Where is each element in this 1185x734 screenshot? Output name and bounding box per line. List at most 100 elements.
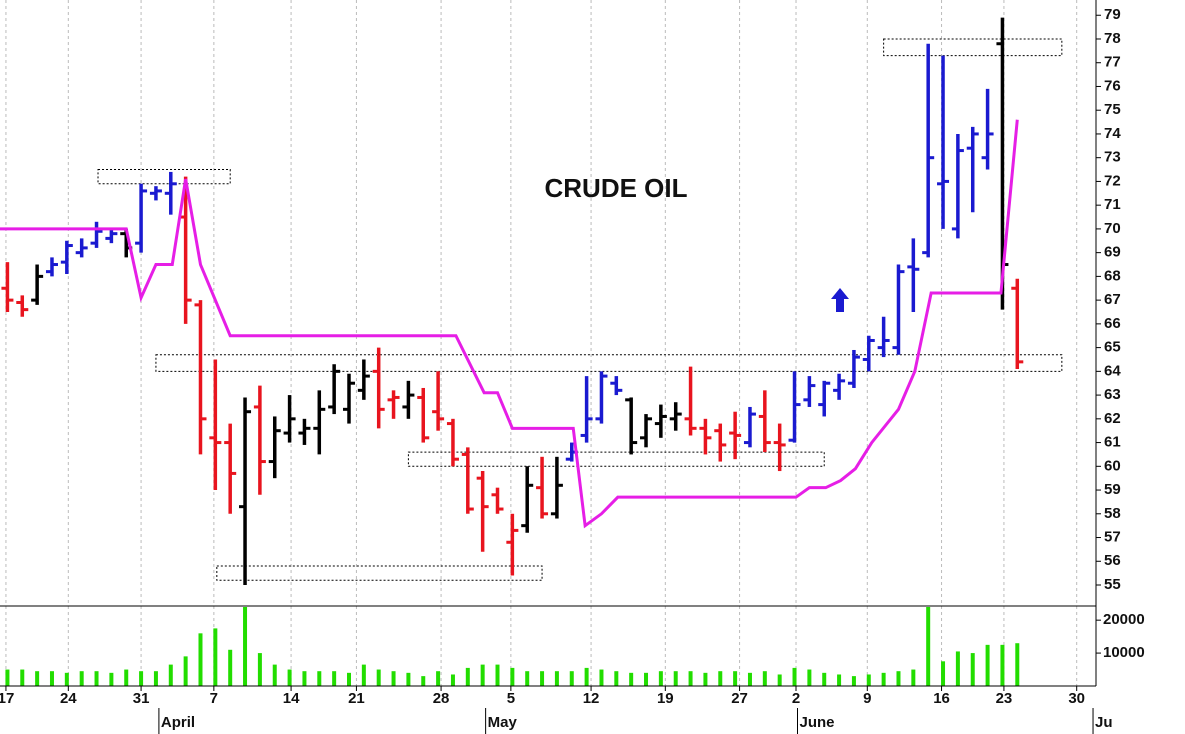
x-tick-label: 5 xyxy=(507,690,515,707)
y-tick-label: 61 xyxy=(1104,434,1121,451)
y-tick-label: 74 xyxy=(1104,125,1121,142)
volume-bar xyxy=(941,661,946,686)
y-tick-label: 58 xyxy=(1104,505,1121,522)
volume-bar xyxy=(450,674,455,686)
chart-title: CRUDE OIL xyxy=(545,173,688,203)
volume-bar xyxy=(777,674,782,686)
x-tick-label: 24 xyxy=(60,690,77,707)
volume-bar xyxy=(361,664,366,686)
volume-bar xyxy=(837,674,842,686)
volume-tick-label: 10000 xyxy=(1103,644,1145,661)
volume-bar xyxy=(406,672,411,686)
month-label: June xyxy=(799,714,834,731)
zone xyxy=(883,38,1063,57)
volume-bar xyxy=(302,671,307,686)
volume-bar xyxy=(198,633,203,686)
zone xyxy=(97,169,231,185)
volume-bars xyxy=(5,607,1020,686)
x-tick-label: 17 xyxy=(0,690,14,707)
volume-bar xyxy=(139,671,144,686)
volume-bar xyxy=(79,671,84,686)
volume-bar xyxy=(124,669,129,686)
volume-bar xyxy=(554,671,559,686)
y-tick-label: 71 xyxy=(1104,196,1121,213)
volume-bar xyxy=(673,671,678,686)
volume-bar xyxy=(153,671,158,686)
volume-bar xyxy=(614,671,619,686)
volume-bar xyxy=(644,672,649,686)
volume-bar xyxy=(332,671,337,686)
x-tick-label: 7 xyxy=(210,690,218,707)
x-tick-label: 14 xyxy=(283,690,300,707)
y-tick-label: 55 xyxy=(1104,576,1121,593)
volume-bar xyxy=(495,664,500,686)
volume-tick-label: 20000 xyxy=(1103,611,1145,628)
volume-bar xyxy=(911,669,916,686)
volume-bar xyxy=(985,644,990,686)
volume-bar xyxy=(866,674,871,686)
volume-bar xyxy=(896,671,901,686)
y-tick-label: 60 xyxy=(1104,457,1121,474)
volume-bar xyxy=(421,676,426,686)
volume-bar xyxy=(183,656,188,686)
volume-bar xyxy=(688,671,693,686)
y-tick-label: 68 xyxy=(1104,267,1121,284)
y-tick-label: 63 xyxy=(1104,386,1121,403)
volume-bar xyxy=(851,676,856,686)
volume-bar xyxy=(822,672,827,686)
x-tick-label: 2 xyxy=(792,690,800,707)
month-label: May xyxy=(488,714,518,731)
trend-line xyxy=(0,119,1019,529)
x-tick-label: 21 xyxy=(348,690,365,707)
y-tick-label: 79 xyxy=(1104,6,1121,23)
y-tick-label: 57 xyxy=(1104,528,1121,545)
volume-bar xyxy=(718,671,723,686)
volume-bar xyxy=(346,672,351,686)
volume-bar xyxy=(20,669,25,686)
y-tick-label: 77 xyxy=(1104,54,1121,71)
volume-bar xyxy=(955,651,960,686)
volume-bar xyxy=(926,607,931,686)
volume-bar xyxy=(792,667,797,686)
volume-bar xyxy=(584,667,589,686)
volume-bar xyxy=(480,664,485,686)
volume-bar xyxy=(391,671,396,686)
volume-bar xyxy=(213,628,218,686)
month-label: Ju xyxy=(1095,714,1113,731)
zone xyxy=(155,354,1063,372)
y-tick-label: 66 xyxy=(1104,315,1121,332)
y-tick-label: 72 xyxy=(1104,172,1121,189)
y-tick-label: 67 xyxy=(1104,291,1121,308)
y-tick-label: 75 xyxy=(1104,101,1121,118)
volume-bar xyxy=(747,672,752,686)
volume-bar xyxy=(35,671,40,686)
x-tick-label: 30 xyxy=(1068,690,1085,707)
volume-bar xyxy=(465,667,470,686)
x-tick-label: 16 xyxy=(933,690,950,707)
y-tick-label: 73 xyxy=(1104,149,1121,166)
volume-bar xyxy=(510,667,515,686)
volume-bar xyxy=(376,669,381,686)
volume-bar xyxy=(807,669,812,686)
volume-bar xyxy=(168,664,173,686)
volume-bar xyxy=(257,653,262,686)
volume-bar xyxy=(287,669,292,686)
volume-bar xyxy=(762,671,767,686)
up-arrow xyxy=(831,288,849,312)
volume-bar xyxy=(64,672,69,686)
volume-bar xyxy=(881,672,886,686)
y-tick-label: 78 xyxy=(1104,30,1121,47)
x-tick-label: 27 xyxy=(731,690,748,707)
volume-bar xyxy=(436,671,441,686)
volume-bar xyxy=(243,607,248,686)
zone xyxy=(216,565,543,581)
volume-bar xyxy=(49,671,54,686)
volume-bar xyxy=(525,671,530,686)
volume-bar xyxy=(970,653,975,686)
axes: 5556575859606162636465666768697071727374… xyxy=(0,0,1145,734)
volume-bar xyxy=(540,671,545,686)
y-tick-label: 59 xyxy=(1104,481,1121,498)
price-bars xyxy=(0,17,1024,586)
y-tick-label: 65 xyxy=(1104,339,1121,356)
